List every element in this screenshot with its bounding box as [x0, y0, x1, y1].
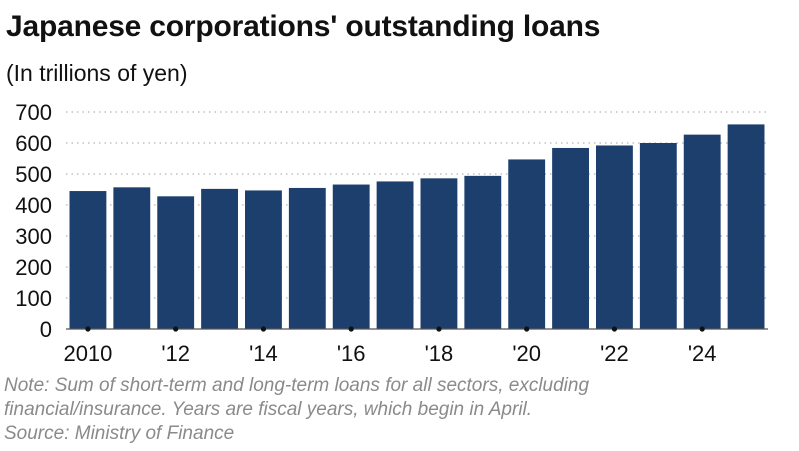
bar-2010 — [69, 191, 107, 329]
x-tick-label: '20 — [512, 341, 541, 366]
x-tick-mark — [436, 326, 442, 332]
bar-2022 — [596, 145, 633, 329]
bar-2025 — [727, 124, 765, 330]
x-tick-label: '14 — [249, 341, 278, 366]
x-tick-label: '24 — [688, 341, 717, 366]
x-tick-label: '18 — [425, 341, 454, 366]
bar-2014 — [245, 190, 282, 329]
bar-2011 — [113, 187, 151, 329]
y-tick-label: 400 — [15, 193, 52, 218]
y-tick-label: 300 — [15, 224, 52, 249]
note-line-1: Note: Sum of short-term and long-term lo… — [4, 375, 590, 396]
x-tick-mark — [85, 326, 91, 332]
x-tick-mark — [260, 326, 267, 332]
x-axis-ticks: 2010 '12 '14 '16 '18 '20 '22 '24 — [63, 326, 717, 366]
y-tick-label: 200 — [15, 255, 52, 280]
bars — [69, 124, 765, 330]
x-tick-label: '22 — [600, 341, 629, 366]
bar-2019 — [464, 175, 502, 329]
bar-2016 — [332, 184, 370, 329]
bar-2018 — [420, 178, 458, 329]
y-tick-label: 500 — [15, 162, 52, 187]
bar-2017 — [376, 181, 414, 329]
x-tick-mark — [348, 326, 354, 332]
y-tick-label: 0 — [40, 317, 52, 342]
bar-2012 — [157, 196, 195, 329]
x-tick-mark — [699, 326, 705, 332]
bar-2024 — [683, 134, 721, 329]
source-line: Source: Ministry of Finance — [4, 423, 235, 444]
y-tick-label: 700 — [15, 100, 52, 125]
x-tick-label: '16 — [337, 341, 366, 366]
x-tick-label: '12 — [161, 341, 190, 366]
chart-note: Note: Sum of short-term and long-term lo… — [4, 374, 794, 446]
y-tick-label: 600 — [15, 131, 52, 156]
x-tick-mark — [173, 326, 179, 332]
x-tick-mark — [524, 326, 530, 332]
chart-title: Japanese corporations' outstanding loans — [6, 10, 601, 43]
bar-2015 — [288, 187, 326, 329]
y-axis-ticks: 0 100 200 300 400 500 600 700 — [15, 100, 52, 342]
bar-2020 — [508, 159, 546, 329]
chart-subtitle: (In trillions of yen) — [6, 60, 188, 86]
y-tick-label: 100 — [15, 286, 52, 311]
x-tick-label: 2010 — [63, 341, 112, 366]
note-line-2: financial/insurance. Years are fiscal ye… — [4, 399, 533, 420]
bar-2023 — [639, 143, 677, 329]
bar-2013 — [201, 188, 238, 329]
bar-2021 — [552, 147, 589, 329]
x-tick-mark — [611, 326, 618, 332]
